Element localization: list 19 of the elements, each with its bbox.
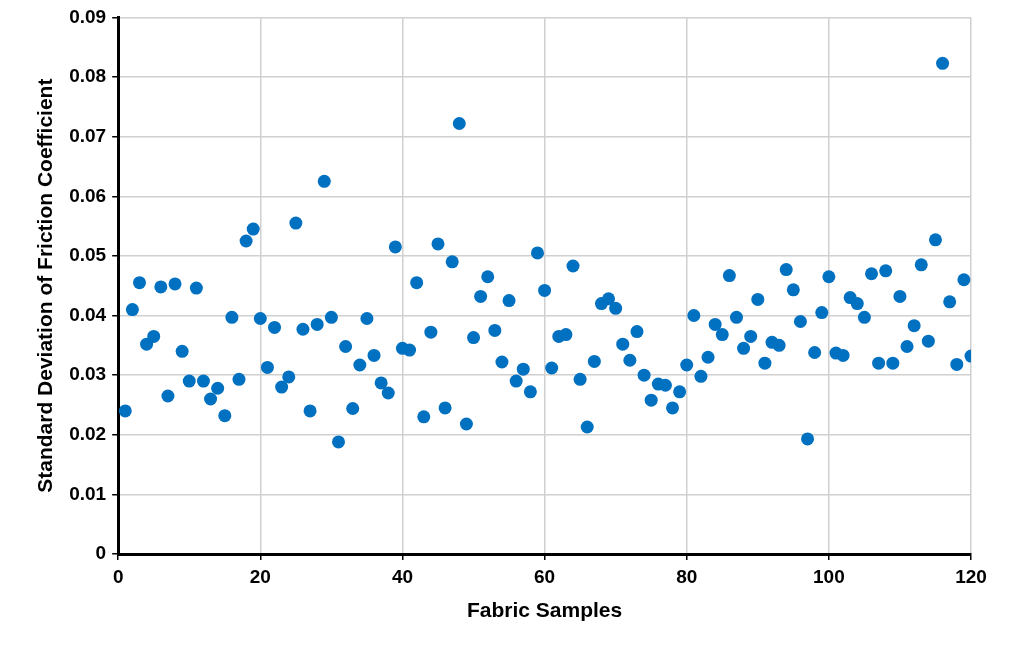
x-tick-label: 0 [112, 565, 124, 587]
y-tick-label: 0.09 [69, 5, 107, 27]
y-tick-label: 0.06 [69, 184, 107, 206]
y-tick-label: 0.03 [69, 363, 107, 385]
x-axis-title: Fabric Samples [466, 598, 623, 622]
x-tick-label: 120 [955, 565, 987, 587]
y-tick-label: 0.02 [69, 422, 107, 444]
y-tick-label: 0.01 [69, 482, 107, 504]
y-tick-label: 0.04 [69, 303, 107, 325]
y-tick-label: 0.05 [69, 244, 107, 266]
x-tick-label: 20 [249, 565, 271, 587]
x-tick-label: 80 [676, 565, 698, 587]
y-tick-label: 0.08 [69, 65, 107, 87]
x-tick-label: 100 [813, 565, 845, 587]
y-axis-title: Standard Deviation of Friction Coefficient [33, 78, 57, 493]
x-tick-label: 60 [534, 565, 556, 587]
y-tick-label: 0 [95, 542, 107, 564]
x-tick-label: 40 [391, 565, 414, 587]
y-tick-label: 0.07 [69, 124, 107, 146]
